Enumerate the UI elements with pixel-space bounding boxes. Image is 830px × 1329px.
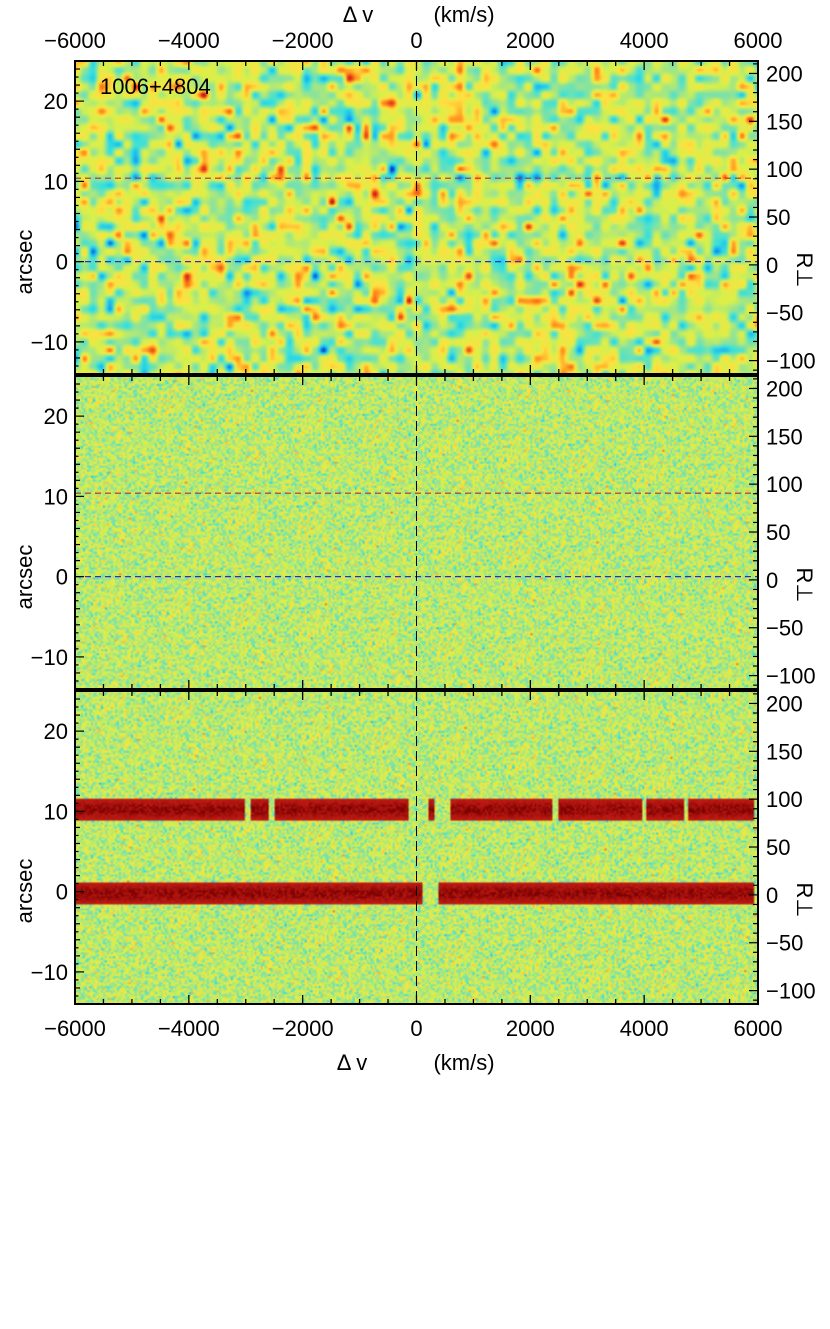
y-tick-label-right-panel-1: 150 xyxy=(766,109,803,134)
y-tick-label-left-panel-2: 0 xyxy=(56,565,68,590)
y-tick-label-left-panel-2: 20 xyxy=(44,404,68,429)
y-tick-label-left-panel-3: 10 xyxy=(44,799,68,824)
y-tick-label-right-panel-2: −100 xyxy=(766,664,816,689)
y-tick-label-left-panel-3: 20 xyxy=(44,719,68,744)
bottom-x-axis-label-units: (km/s) xyxy=(433,1050,494,1075)
x-tick-label-top: −4000 xyxy=(158,28,220,53)
y-tick-label-right-panel-3: 0 xyxy=(766,883,778,908)
y-tick-label-right-panel-3: 150 xyxy=(766,739,803,764)
x-tick-label-top: −2000 xyxy=(272,28,334,53)
y-tick-label-left-panel-1: 0 xyxy=(56,250,68,275)
y-tick-label-right-panel-3: 100 xyxy=(766,787,803,812)
y-tick-label-right-panel-1: 50 xyxy=(766,205,790,230)
y-tick-label-right-panel-1: −100 xyxy=(766,349,816,374)
y-tick-label-left-panel-2: 10 xyxy=(44,484,68,509)
y-tick-label-right-panel-2: 50 xyxy=(766,520,790,545)
x-tick-label-top: 0 xyxy=(410,28,422,53)
right-axis-label-panel-2: R⊥ xyxy=(792,567,817,602)
y-tick-label-right-panel-2: 0 xyxy=(766,568,778,593)
y-tick-label-right-panel-1: 200 xyxy=(766,61,803,86)
y-tick-label-right-panel-3: 200 xyxy=(766,691,803,716)
y-tick-label-right-panel-2: 150 xyxy=(766,424,803,449)
bottom-x-axis-label-dv: Δ v xyxy=(337,1050,368,1075)
y-tick-label-left-panel-1: 20 xyxy=(44,89,68,114)
x-tick-label-bottom: 6000 xyxy=(734,1016,783,1041)
x-tick-label-bottom: −6000 xyxy=(44,1016,106,1041)
axes-overlay: −1001020−100−50050100150200−1001020−100−… xyxy=(31,28,816,1041)
y-tick-label-right-panel-1: 0 xyxy=(766,253,778,278)
x-tick-label-bottom: 0 xyxy=(410,1016,422,1041)
right-axis-label-panel-1: R⊥ xyxy=(792,252,817,287)
x-tick-label-top: 6000 xyxy=(734,28,783,53)
x-tick-label-top: −6000 xyxy=(44,28,106,53)
y-tick-label-left-panel-1: −10 xyxy=(31,330,68,355)
x-tick-label-top: 2000 xyxy=(506,28,555,53)
top-x-axis-label-units: (km/s) xyxy=(433,2,494,27)
y-tick-label-right-panel-3: −50 xyxy=(766,931,803,956)
y-tick-label-left-panel-3: −10 xyxy=(31,960,68,985)
y-tick-label-left-panel-3: 0 xyxy=(56,880,68,905)
y-tick-label-right-panel-1: 100 xyxy=(766,157,803,182)
y-tick-label-right-panel-3: 50 xyxy=(766,835,790,860)
y-tick-label-right-panel-2: −50 xyxy=(766,616,803,641)
x-tick-label-bottom: 2000 xyxy=(506,1016,555,1041)
y-tick-label-right-panel-2: 100 xyxy=(766,472,803,497)
x-tick-label-bottom: 4000 xyxy=(620,1016,669,1041)
y-axis-label-panel-2: arcsec xyxy=(12,545,37,610)
object-label: 1006+4804 xyxy=(100,74,211,99)
y-axis-label-panel-3: arcsec xyxy=(12,859,37,924)
y-tick-label-right-panel-1: −50 xyxy=(766,301,803,326)
x-tick-label-bottom: −2000 xyxy=(272,1016,334,1041)
right-axis-label-panel-3: R⊥ xyxy=(792,882,817,917)
y-tick-label-right-panel-2: 200 xyxy=(766,376,803,401)
x-tick-label-top: 4000 xyxy=(620,28,669,53)
x-tick-label-bottom: −4000 xyxy=(158,1016,220,1041)
y-tick-label-left-panel-2: −10 xyxy=(31,645,68,670)
y-tick-label-right-panel-3: −100 xyxy=(766,979,816,1004)
top-x-axis-label-dv: Δ v xyxy=(343,2,374,27)
y-axis-label-panel-1: arcsec xyxy=(12,230,37,295)
y-tick-label-left-panel-1: 10 xyxy=(44,169,68,194)
